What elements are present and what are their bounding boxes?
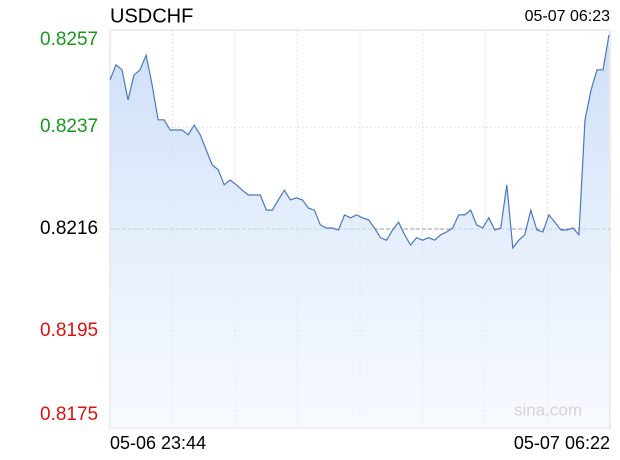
y-tick-label: 0.8175 <box>40 404 98 425</box>
x-tick-label: 05-06 23:44 <box>110 433 206 453</box>
price-line <box>109 34 610 250</box>
chart-title: USDCHF <box>110 5 193 27</box>
y-tick-label: 0.8195 <box>40 320 98 341</box>
y-tick-label: 0.8237 <box>40 116 98 137</box>
timestamp: 05-07 06:23 <box>525 8 611 25</box>
x-tick-label: 05-07 06:22 <box>514 433 610 453</box>
y-tick-label: 0.8216 <box>40 218 98 239</box>
y-tick-label: 0.8257 <box>40 29 98 50</box>
watermark: sina.com <box>514 400 582 419</box>
area <box>110 34 609 429</box>
